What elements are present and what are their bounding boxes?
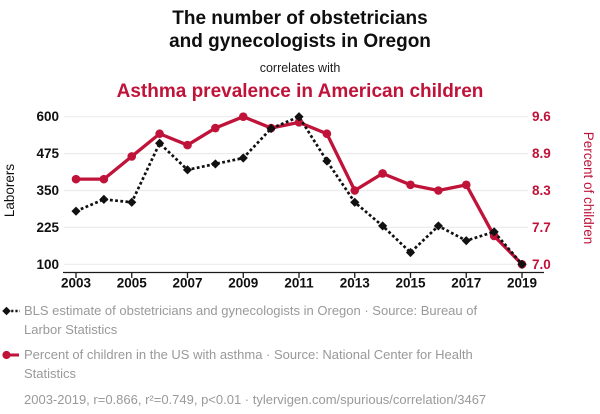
right-axis-tick-label: 7.7 <box>532 220 551 235</box>
red-series-marker <box>434 186 443 195</box>
red-series-marker <box>71 174 81 184</box>
right-axis-tick-label: 9.6 <box>532 109 551 124</box>
primary-title: The number of obstetricians and gynecolo… <box>169 8 431 53</box>
black-series-marker <box>322 156 332 166</box>
x-axis-tick-label: 2009 <box>228 276 258 291</box>
x-axis-tick-label: 2007 <box>172 276 202 291</box>
x-axis-tick-label: 2019 <box>507 276 537 291</box>
correlates-with-label: correlates with <box>259 61 341 76</box>
red-series-marker <box>127 152 137 161</box>
x-axis-tick-label: 2015 <box>395 276 426 291</box>
left-axis-tick-label: 100 <box>36 257 59 272</box>
left-axis-tick-label: 225 <box>36 220 59 235</box>
right-axis-tick-label: 7.0 <box>532 257 551 272</box>
black-series-marker <box>182 165 193 175</box>
red-series-marker <box>294 118 304 127</box>
red-circle-solid-line-icon <box>2 350 19 359</box>
black-series-marker <box>433 221 443 231</box>
legend-item-red-series: Percent of children in the US with asthm… <box>2 346 577 384</box>
legend-label-black-series: BLS estimate of obstetricians and gyneco… <box>24 303 478 337</box>
legend-item-black-series: BLS estimate of obstetricians and gyneco… <box>2 302 577 340</box>
right-axis-tick-label: 8.3 <box>532 183 551 198</box>
red-series-marker <box>350 186 360 195</box>
red-series-marker <box>155 129 164 139</box>
black-series-marker <box>210 159 220 169</box>
x-axis-tick-label: 2011 <box>284 276 314 291</box>
left-axis-tick-label: 600 <box>36 109 59 124</box>
black-series-marker <box>294 112 304 122</box>
right-axis-tick-label: 8.9 <box>532 146 551 161</box>
black-series-marker <box>71 206 81 216</box>
red-series-marker <box>461 180 471 190</box>
black-series-marker <box>350 197 360 207</box>
black-series-marker <box>461 236 471 246</box>
left-axis-title: Laborers <box>2 164 17 218</box>
x-axis-tick-label: 2013 <box>340 276 371 291</box>
correlation-line-chart: 100 7.0 225 7.7 350 8.3 475 8.9 600 9.6 2003 2005 20… <box>2 109 596 291</box>
black-series-line <box>75 115 524 266</box>
red-series-marker <box>378 169 387 178</box>
black-series-marker <box>489 227 499 237</box>
chart-header: The number of obstetricians and gynecolo… <box>0 7 600 103</box>
black-series-marker <box>127 197 137 207</box>
secondary-title: Asthma prevalence in American children <box>116 81 484 103</box>
black-series-marker <box>99 194 109 204</box>
red-series-marker <box>238 112 248 121</box>
black-series-marker <box>517 259 527 269</box>
black-diamond-dashed-line-icon <box>2 306 20 316</box>
left-axis-tick-label: 475 <box>36 146 59 161</box>
red-series-marker <box>99 174 109 184</box>
red-series-marker <box>406 180 415 190</box>
black-series-marker <box>155 138 165 148</box>
legend: BLS estimate of obstetricians and gyneco… <box>2 302 577 410</box>
right-axis-title: Percent of children <box>581 132 596 245</box>
legend-label-red-series: Percent of children in the US with asthm… <box>24 346 473 381</box>
x-axis-tick-label: 2003 <box>61 276 92 291</box>
black-series-marker <box>266 123 276 134</box>
red-series-marker <box>211 123 220 133</box>
red-series-marker <box>322 129 332 139</box>
red-series-marker <box>183 140 192 150</box>
black-series-marker <box>378 221 388 231</box>
left-axis-tick-label: 350 <box>36 183 59 198</box>
x-axis-tick-label: 2017 <box>451 276 481 291</box>
stats-and-source-line: 2003-2019, r=0.866, r²=0.749, p<0.01 · t… <box>24 392 487 408</box>
black-series-marker <box>405 247 416 258</box>
x-axis-tick-label: 2005 <box>117 276 148 291</box>
